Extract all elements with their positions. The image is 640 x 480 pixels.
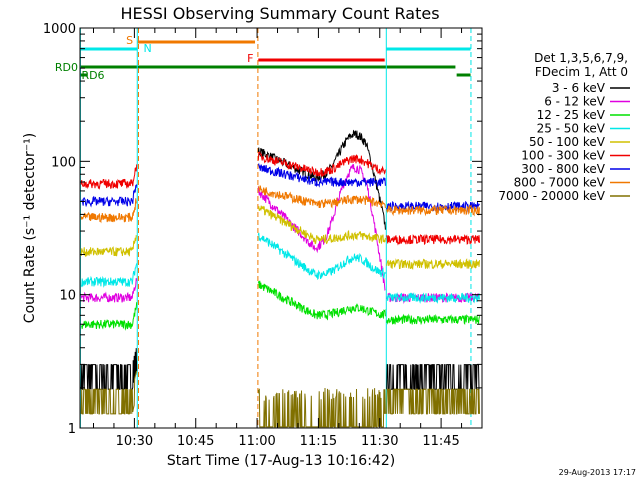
x-tick-label: 10:45 xyxy=(177,434,214,449)
x-axis: 10:30 10:45 11:00 11:15 11:30 11:45 xyxy=(92,28,483,449)
series-line xyxy=(80,278,138,303)
x-tick-label: 11:15 xyxy=(300,434,337,449)
footer-date: 29-Aug-2013 17:17 xyxy=(559,468,636,477)
y-tick-label: 1000 xyxy=(43,22,76,37)
x-tick-label: 11:45 xyxy=(422,434,459,449)
series-line xyxy=(81,184,138,208)
annotation-rd0: RD0 xyxy=(55,61,78,74)
y-axis: 1 10 100 1000 xyxy=(43,22,482,437)
x-tick-label: 10:30 xyxy=(116,434,153,449)
annotation-s: S xyxy=(126,34,133,47)
y-tick-label: 100 xyxy=(51,155,76,170)
legend-label: 25 - 50 keV xyxy=(537,122,606,136)
legend-header: Det 1,3,5,6,7,9, xyxy=(534,51,628,65)
legend-label: 3 - 6 keV xyxy=(552,81,606,95)
series-line xyxy=(257,387,386,428)
chart-title: HESSI Observing Summary Count Rates xyxy=(120,4,439,23)
series-line xyxy=(257,185,386,209)
series-6-12-kev xyxy=(80,163,480,304)
plot-area xyxy=(79,28,480,428)
series-7000-20000-kev xyxy=(80,370,480,428)
legend-label: 300 - 800 keV xyxy=(521,162,605,176)
annotation-n: N xyxy=(144,42,152,55)
series-12-25-kev xyxy=(80,280,480,331)
series-line xyxy=(80,370,138,415)
plot-frame xyxy=(79,27,483,429)
series-line xyxy=(80,164,138,190)
series-line xyxy=(386,388,480,415)
series-line xyxy=(257,151,386,177)
series-line xyxy=(257,162,386,188)
legend-label: 50 - 100 keV xyxy=(529,135,606,149)
series-line xyxy=(80,302,138,331)
series-line xyxy=(386,258,480,270)
y-tick-label: 10 xyxy=(59,289,76,304)
series-50-100-kev xyxy=(80,205,480,270)
series-800-7000-kev xyxy=(80,185,480,224)
series-line xyxy=(257,163,386,291)
legend-label: 6 - 12 keV xyxy=(544,95,606,109)
series-line xyxy=(386,313,480,326)
series-100-300-kev xyxy=(80,151,480,246)
series-line xyxy=(257,280,386,321)
series-line xyxy=(80,234,138,258)
series-line xyxy=(386,292,480,304)
series-line xyxy=(386,233,480,246)
x-tick-label: 11:00 xyxy=(238,434,275,449)
legend-label: 800 - 7000 keV xyxy=(514,176,606,190)
series-line xyxy=(386,364,480,390)
series-line xyxy=(257,205,386,245)
legend-label: 12 - 25 keV xyxy=(537,108,606,122)
series-line xyxy=(386,204,480,217)
y-axis-label: Count Rate (s⁻¹ detector⁻¹) xyxy=(22,133,38,323)
annotation-f: F xyxy=(247,52,253,65)
annotation-rd6: RD6 xyxy=(81,69,104,82)
legend-label: 7000 - 20000 keV xyxy=(498,189,605,203)
series-300-800-kev xyxy=(81,162,480,213)
series-line xyxy=(80,198,137,224)
legend-label: 100 - 300 keV xyxy=(521,149,605,163)
x-axis-label: Start Time (17-Aug-13 10:16:42) xyxy=(167,453,395,469)
y-tick-label: 1 xyxy=(68,422,76,437)
legend: Det 1,3,5,6,7,9,FDecim 1, Att 0 3 - 6 keV… xyxy=(498,51,630,203)
series-line xyxy=(80,348,138,390)
series-25-50-kev xyxy=(80,232,480,304)
series-line xyxy=(80,263,138,288)
legend-header: FDecim 1, Att 0 xyxy=(535,65,628,79)
series-line xyxy=(257,232,386,281)
x-tick-label: 11:30 xyxy=(361,434,398,449)
